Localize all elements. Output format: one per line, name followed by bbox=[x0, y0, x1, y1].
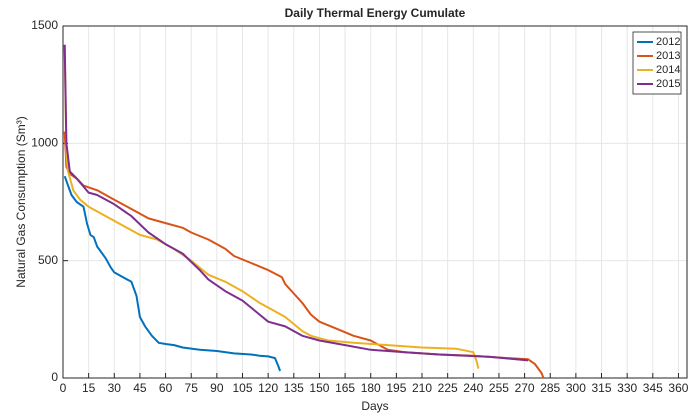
y-tick-label: 0 bbox=[51, 370, 58, 384]
x-tick-label: 345 bbox=[643, 381, 663, 395]
x-tick-label: 360 bbox=[668, 381, 688, 395]
y-tick-label: 1000 bbox=[31, 136, 58, 150]
series-line bbox=[63, 44, 529, 362]
x-axis-label: Days bbox=[361, 399, 388, 413]
x-tick-label: 60 bbox=[159, 381, 173, 395]
x-tick-label: 105 bbox=[232, 381, 252, 395]
x-tick-label: 195 bbox=[386, 381, 406, 395]
x-tick-label: 270 bbox=[515, 381, 535, 395]
x-tick-label: 315 bbox=[592, 381, 612, 395]
legend: 2012 2013 2014 2015 bbox=[632, 31, 682, 95]
x-tick-label: 255 bbox=[489, 381, 509, 395]
x-tick-label: 240 bbox=[463, 381, 483, 395]
x-tick-label: 210 bbox=[412, 381, 432, 395]
x-tick-label: 120 bbox=[258, 381, 278, 395]
plot-area bbox=[63, 26, 687, 378]
x-tick-label: 15 bbox=[82, 381, 96, 395]
chart-title: Daily Thermal Energy Cumulate bbox=[285, 6, 466, 20]
x-tick-label: 75 bbox=[185, 381, 199, 395]
x-tick-label: 90 bbox=[210, 381, 224, 395]
x-tick-label: 330 bbox=[617, 381, 637, 395]
legend-label: 2014 bbox=[656, 64, 680, 76]
x-tick-label: 300 bbox=[566, 381, 586, 395]
legend-label: 2013 bbox=[656, 50, 680, 62]
legend-label: 2012 bbox=[656, 36, 680, 48]
x-tick-label: 135 bbox=[284, 381, 304, 395]
x-tick-label: 30 bbox=[108, 381, 122, 395]
x-tick-label: 150 bbox=[309, 381, 329, 395]
x-tick-label: 0 bbox=[60, 381, 67, 395]
x-tick-label: 45 bbox=[133, 381, 147, 395]
legend-label: 2015 bbox=[656, 78, 680, 90]
axes-box bbox=[62, 25, 688, 379]
x-tick-label: 225 bbox=[438, 381, 458, 395]
x-tick-label: 165 bbox=[335, 381, 355, 395]
x-tick-label: 285 bbox=[540, 381, 560, 395]
series-line bbox=[63, 175, 282, 372]
series-line bbox=[63, 44, 480, 369]
y-tick-label: 1500 bbox=[31, 18, 58, 32]
y-tick-label: 500 bbox=[38, 253, 58, 267]
x-tick-label: 180 bbox=[361, 381, 381, 395]
y-axis-label: Natural Gas Consumption (Sm³) bbox=[14, 116, 28, 287]
